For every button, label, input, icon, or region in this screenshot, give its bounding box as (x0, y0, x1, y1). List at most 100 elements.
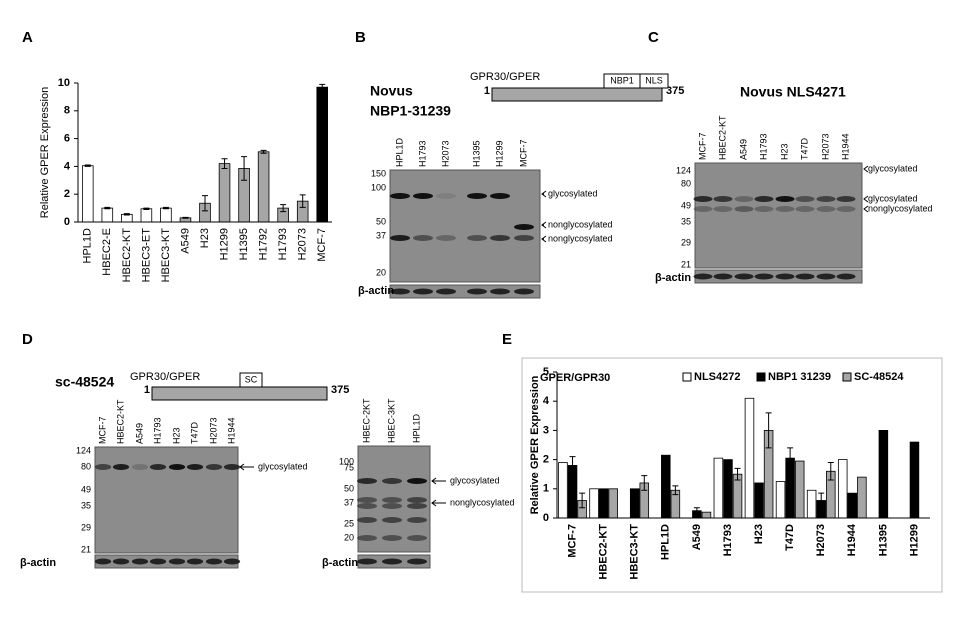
blot-band (734, 206, 754, 212)
blot-band (467, 193, 487, 199)
error-bar (569, 456, 576, 475)
construct-end: 375 (331, 384, 349, 396)
band-label: glycosylated (450, 475, 500, 485)
blot-band (775, 196, 795, 202)
blot-band (186, 464, 204, 470)
chart-title: GPER/GPR30 (540, 372, 610, 384)
band-label: nonglycosylated (450, 497, 515, 507)
x-tick-label: H1792 (258, 228, 270, 260)
legend-label: NBP1 31239 (768, 371, 831, 383)
bar (316, 86, 329, 223)
lane-label: MCF-7 (697, 133, 707, 161)
lane-label: HBEC2-KT (115, 399, 125, 444)
domain-label: NBP1 (610, 75, 634, 85)
loading-label: β-actin (322, 557, 358, 569)
band-arrow (431, 477, 446, 485)
x-tick-label: H23 (753, 524, 765, 544)
lane-label: HBEC-2KT (361, 398, 371, 443)
blot-band (436, 235, 456, 241)
blot-band (407, 535, 427, 541)
y-tick-label: 2 (64, 188, 70, 200)
band-arrow (541, 221, 547, 229)
panel-letter: C (648, 29, 659, 46)
blot-band (693, 206, 713, 212)
x-tick-label: H2073 (297, 228, 309, 260)
bar (218, 163, 231, 223)
loading-band (407, 558, 427, 565)
x-tick-label: H1793 (722, 524, 734, 556)
bar (598, 488, 609, 519)
bar (257, 151, 270, 223)
construct-start: 1 (144, 384, 150, 396)
size-marker: 80 (681, 178, 691, 188)
size-marker: 150 (371, 168, 386, 178)
loading-band (775, 273, 795, 280)
error-bar (827, 462, 834, 481)
band-arrow (863, 205, 869, 213)
band-label: glycosylated (548, 188, 598, 198)
panel-e-frame (521, 357, 943, 593)
loading-band (836, 273, 856, 280)
bar (661, 454, 671, 519)
antibody-label: NBP1-31239 (370, 103, 451, 119)
x-tick-label: A549 (179, 228, 191, 254)
lane-label: H2073 (820, 133, 830, 160)
size-marker: 50 (344, 483, 354, 493)
legend-label: NLS4272 (694, 371, 740, 383)
blot-band (795, 196, 815, 202)
blot-band (357, 497, 377, 503)
size-marker: 124 (676, 165, 691, 175)
band-arrow (541, 235, 547, 243)
x-tick-label: H1299 (908, 524, 920, 556)
lane-label: HBEC-3KT (386, 398, 396, 443)
error-bar (123, 213, 130, 216)
bar (878, 429, 889, 519)
x-tick-label: H23 (199, 228, 211, 248)
error-bar (319, 83, 326, 91)
loading-band (205, 558, 223, 565)
x-tick-label: HBEC3-ET (140, 228, 152, 283)
y-tick-label: 8 (64, 105, 70, 117)
error-bar (693, 507, 700, 515)
error-bar (162, 206, 169, 210)
domain-box (239, 372, 263, 388)
blot-band (382, 497, 402, 503)
loading-band (514, 288, 534, 295)
blot-band (382, 503, 402, 509)
axes (556, 372, 930, 519)
y-axis-label: Relative GPER Expression (39, 87, 51, 218)
blot-band (836, 196, 856, 202)
legend-label: SC-48524 (854, 371, 904, 383)
lane-label: MCF-7 (97, 417, 107, 445)
loading-band (795, 273, 815, 280)
blot-band (413, 193, 433, 199)
panel-letter: E (502, 331, 512, 348)
blot-band (407, 503, 427, 509)
blot-band (407, 497, 427, 503)
blot-band (205, 464, 223, 470)
x-tick-label: HBEC3-KT (629, 524, 641, 580)
band-arrow (863, 195, 869, 203)
blot-band (112, 464, 130, 470)
y-tick-label: 3 (543, 424, 549, 436)
x-tick-label: MCF-7 (316, 228, 328, 262)
legend-swatch (842, 372, 852, 382)
size-marker: 21 (81, 544, 91, 554)
blot-band (754, 196, 774, 202)
loading-band (390, 288, 410, 295)
antibody-label: sc-48524 (55, 374, 114, 390)
blot-band (836, 206, 856, 212)
size-marker: 20 (344, 532, 354, 542)
error-bar (818, 492, 825, 509)
panel-letter: D (22, 331, 33, 348)
blot-band (168, 464, 186, 470)
bar (608, 488, 618, 519)
bar (744, 397, 755, 519)
blot-band (514, 235, 534, 241)
loading-band (754, 273, 774, 280)
blot-band (223, 464, 241, 470)
blot-band (357, 535, 377, 541)
bar (701, 511, 712, 519)
blot-band (357, 517, 377, 523)
error-bar (299, 194, 306, 208)
